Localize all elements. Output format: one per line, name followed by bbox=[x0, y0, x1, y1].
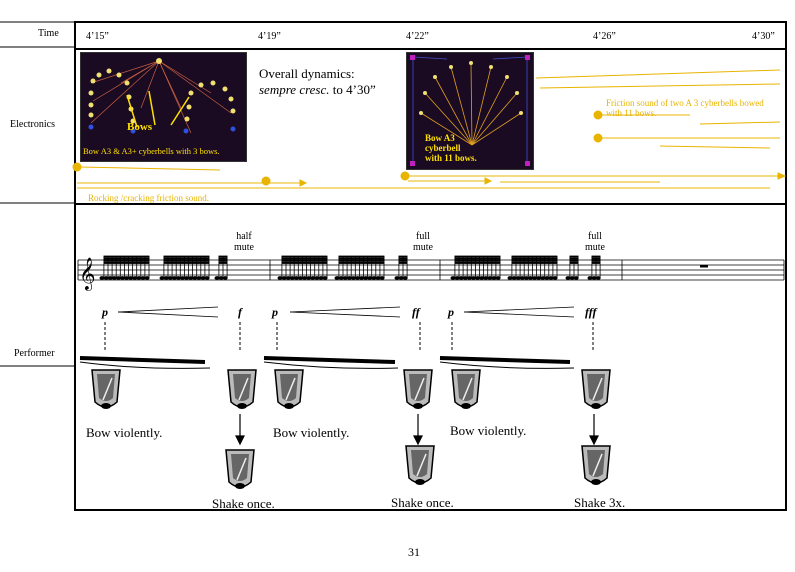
note-beam bbox=[218, 255, 228, 258]
dynamic-marking: f bbox=[238, 305, 242, 319]
note-beam bbox=[103, 261, 150, 264]
cyberbell-icon bbox=[451, 369, 481, 409]
note-beam bbox=[218, 261, 228, 264]
cyberbell-icon bbox=[227, 369, 257, 409]
note-beam bbox=[569, 255, 579, 258]
note-beam bbox=[454, 259, 501, 262]
note-beam bbox=[281, 257, 328, 260]
instruction-shake: Shake once. bbox=[212, 496, 275, 511]
svg-text:𝄞: 𝄞 bbox=[79, 257, 96, 291]
note-beam bbox=[569, 261, 579, 264]
note-beam bbox=[454, 255, 501, 258]
note-beam bbox=[281, 259, 328, 262]
instruction-bow: Bow violently. bbox=[86, 425, 163, 440]
note-beam bbox=[338, 257, 385, 260]
note-beam bbox=[454, 261, 501, 264]
dynamic-marking: fff bbox=[585, 305, 597, 319]
friction-annotation: Friction sound of two A 3 cyberbells bow… bbox=[606, 98, 764, 118]
note-beam bbox=[454, 257, 501, 260]
note-beam bbox=[569, 257, 579, 260]
note-beam bbox=[569, 259, 579, 262]
note-beam bbox=[511, 261, 558, 264]
cyberbell-icon bbox=[581, 369, 611, 409]
dynamic-marking: ff bbox=[412, 305, 420, 319]
cyberbell-icon bbox=[91, 369, 121, 409]
time-marker: 4’22” bbox=[406, 31, 429, 42]
note-beam bbox=[163, 259, 210, 262]
instruction-bow: Bow violently. bbox=[273, 425, 350, 440]
note-beam bbox=[103, 257, 150, 260]
cyberbell-icon bbox=[274, 369, 304, 409]
dynamics-line-2: sempre cresc. to 4’30” bbox=[259, 82, 376, 97]
note-beam bbox=[591, 257, 601, 260]
panel2-caption: Bow A3 cyberbell with 11 bows. bbox=[425, 133, 477, 163]
cyberbell-icon bbox=[581, 445, 611, 485]
note-beam bbox=[338, 255, 385, 258]
full-mute-label: full mute bbox=[585, 231, 605, 253]
note-beam bbox=[218, 257, 228, 260]
note-beam bbox=[338, 259, 385, 262]
row-label-performer: Performer bbox=[14, 348, 55, 359]
note-beam bbox=[103, 255, 150, 258]
cyberbell-image-2: Bow A3 cyberbell with 11 bows. bbox=[406, 52, 534, 170]
row-label-time: Time bbox=[38, 28, 59, 39]
note-beam bbox=[281, 255, 328, 258]
note-beam bbox=[338, 261, 385, 264]
note-beam bbox=[511, 259, 558, 262]
note-beam bbox=[511, 257, 558, 260]
note-beam bbox=[398, 255, 408, 258]
note-beam bbox=[163, 261, 210, 264]
cyberbell-icon bbox=[403, 369, 433, 409]
time-marker: 4’30” bbox=[752, 31, 775, 42]
dynamic-marking: p bbox=[272, 305, 278, 319]
row-label-electronics: Electronics bbox=[10, 119, 55, 130]
note-beam bbox=[591, 255, 601, 258]
note-beam bbox=[511, 255, 558, 258]
dynamic-marking: p bbox=[102, 305, 108, 319]
note-beam bbox=[398, 257, 408, 260]
time-marker: 4’15” bbox=[86, 31, 109, 42]
note-beam bbox=[218, 259, 228, 262]
time-marker: 4’26” bbox=[593, 31, 616, 42]
note-beam bbox=[103, 259, 150, 262]
note-beam bbox=[163, 255, 210, 258]
cyberbell-icon bbox=[225, 449, 255, 489]
half-mute-label: half mute bbox=[234, 231, 254, 253]
rocking-annotation: Rocking /cracking friction sound. bbox=[88, 193, 209, 203]
note-beam bbox=[398, 259, 408, 262]
dynamic-marking: p bbox=[448, 305, 454, 319]
instruction-bow: Bow violently. bbox=[450, 423, 527, 438]
time-marker: 4’19” bbox=[258, 31, 281, 42]
dynamics-line-1: Overall dynamics: bbox=[259, 66, 355, 81]
full-mute-label: full mute bbox=[413, 231, 433, 253]
note-beam bbox=[163, 257, 210, 260]
cyberbell-icon bbox=[405, 445, 435, 485]
note-beam bbox=[591, 259, 601, 262]
note-beam bbox=[591, 261, 601, 264]
note-beam bbox=[398, 261, 408, 264]
cyberbell-image-1: Bows Bow A3 & A3+ cyberbells with 3 bows… bbox=[80, 52, 247, 162]
instruction-shake: Shake 3x. bbox=[574, 495, 626, 510]
page-number: 31 bbox=[408, 545, 420, 559]
bows-label: Bows bbox=[127, 121, 153, 133]
note-beam bbox=[281, 261, 328, 264]
panel1-caption: Bow A3 & A3+ cyberbells with 3 bows. bbox=[83, 146, 220, 156]
instruction-shake: Shake once. bbox=[391, 495, 454, 510]
